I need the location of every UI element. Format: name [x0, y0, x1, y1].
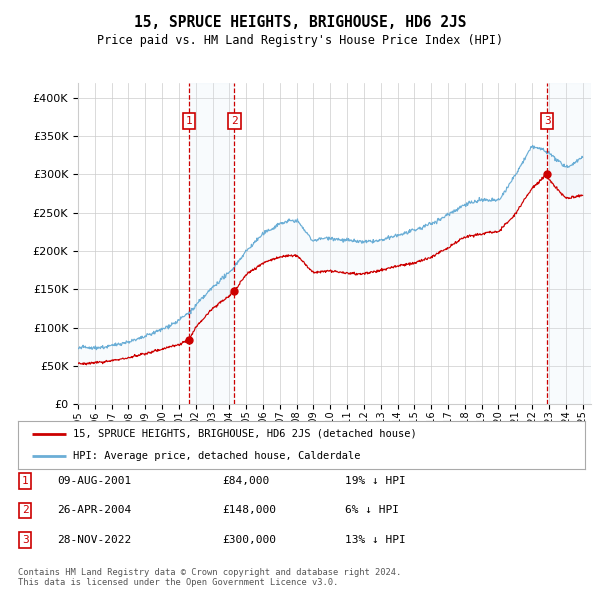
Text: 15, SPRUCE HEIGHTS, BRIGHOUSE, HD6 2JS (detached house): 15, SPRUCE HEIGHTS, BRIGHOUSE, HD6 2JS (…	[73, 429, 417, 439]
Bar	[547, 83, 591, 404]
Text: 15, SPRUCE HEIGHTS, BRIGHOUSE, HD6 2JS: 15, SPRUCE HEIGHTS, BRIGHOUSE, HD6 2JS	[134, 15, 466, 30]
Bar	[189, 83, 235, 404]
Text: 1: 1	[22, 476, 29, 486]
Text: 3: 3	[22, 535, 29, 545]
Text: 26-APR-2004: 26-APR-2004	[57, 506, 131, 515]
Text: 2: 2	[231, 116, 238, 126]
Text: 3: 3	[544, 116, 551, 126]
Text: 19% ↓ HPI: 19% ↓ HPI	[345, 476, 406, 486]
Text: £300,000: £300,000	[222, 535, 276, 545]
Text: Price paid vs. HM Land Registry's House Price Index (HPI): Price paid vs. HM Land Registry's House …	[97, 34, 503, 47]
Text: This data is licensed under the Open Government Licence v3.0.: This data is licensed under the Open Gov…	[18, 578, 338, 587]
Text: 2: 2	[22, 506, 29, 515]
Text: 13% ↓ HPI: 13% ↓ HPI	[345, 535, 406, 545]
Text: HPI: Average price, detached house, Calderdale: HPI: Average price, detached house, Cald…	[73, 451, 361, 461]
Text: 28-NOV-2022: 28-NOV-2022	[57, 535, 131, 545]
Text: £84,000: £84,000	[222, 476, 269, 486]
Text: 6% ↓ HPI: 6% ↓ HPI	[345, 506, 399, 515]
Text: £148,000: £148,000	[222, 506, 276, 515]
Text: 09-AUG-2001: 09-AUG-2001	[57, 476, 131, 486]
Text: 1: 1	[185, 116, 193, 126]
Text: Contains HM Land Registry data © Crown copyright and database right 2024.: Contains HM Land Registry data © Crown c…	[18, 568, 401, 577]
